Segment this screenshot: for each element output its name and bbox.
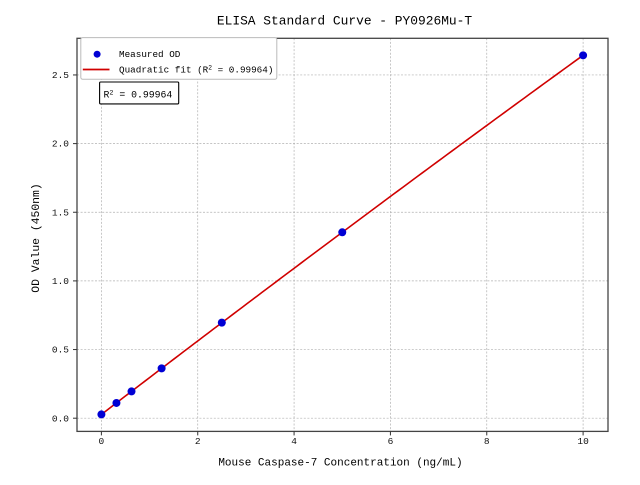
svg-text:2.5: 2.5	[52, 70, 69, 81]
svg-text:1.0: 1.0	[52, 276, 69, 287]
svg-text:8: 8	[484, 436, 490, 447]
svg-text:0.5: 0.5	[52, 345, 69, 356]
svg-text:R2 = 0.99964: R2 = 0.99964	[104, 89, 173, 100]
svg-text:Mouse Caspase-7 Concentration: Mouse Caspase-7 Concentration (ng/mL)	[218, 458, 462, 470]
svg-text:Quadratic fit (R2 = 0.99964): Quadratic fit (R2 = 0.99964)	[119, 65, 273, 76]
svg-text:ELISA Standard Curve - PY0926M: ELISA Standard Curve - PY0926Mu-T	[217, 14, 473, 29]
svg-text:0: 0	[99, 436, 105, 447]
svg-text:0.0: 0.0	[52, 413, 69, 424]
svg-text:1.5: 1.5	[52, 207, 69, 218]
svg-text:10: 10	[577, 436, 589, 447]
svg-text:2: 2	[195, 436, 201, 447]
svg-text:6: 6	[388, 436, 394, 447]
svg-text:4: 4	[291, 436, 297, 447]
svg-text:2.0: 2.0	[52, 139, 69, 150]
svg-text:OD Value (450nm): OD Value (450nm)	[31, 183, 43, 292]
svg-text:Measured OD: Measured OD	[119, 49, 181, 60]
